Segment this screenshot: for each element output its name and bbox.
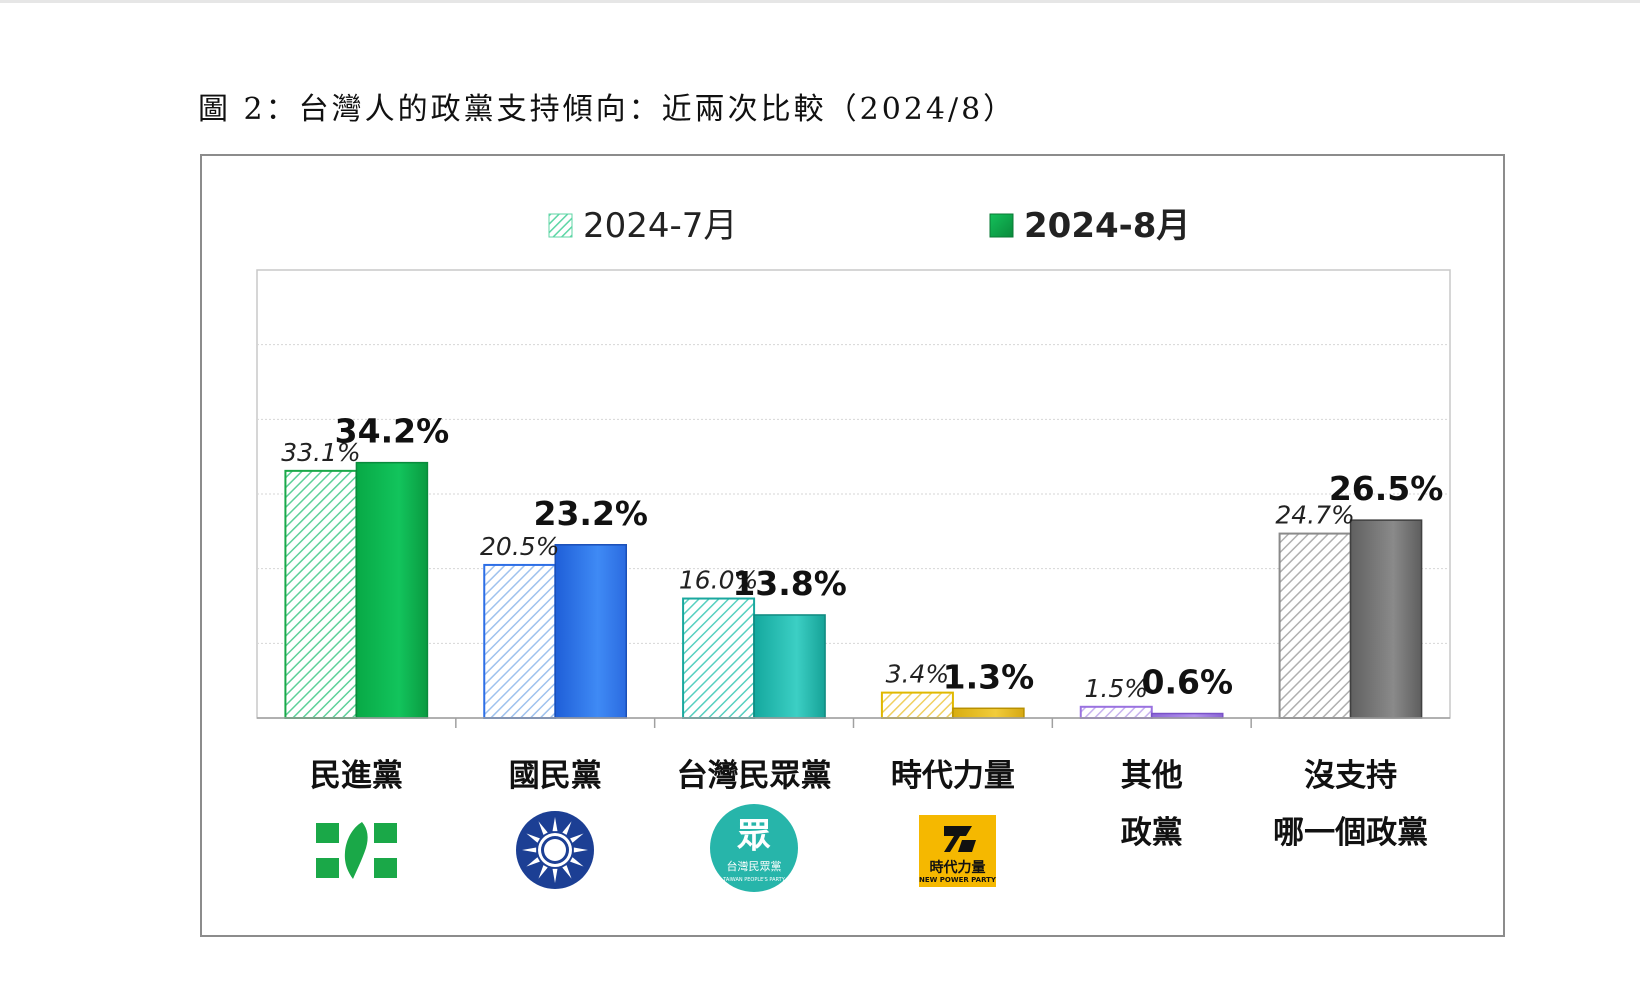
kmt-logo-icon <box>516 811 594 889</box>
gridlines <box>257 344 1450 644</box>
tpp-logo-subtext: 台灣民眾黨 <box>727 859 782 873</box>
tpp-logo-tinytext: TAIWAN PEOPLE'S PARTY <box>722 877 785 883</box>
legend-label-august: 2024-8月 <box>1024 206 1190 246</box>
bar-july-0 <box>284 469 358 719</box>
bar-july-5 <box>1278 532 1352 719</box>
legend-label-july: 2024-7月 <box>583 206 737 246</box>
bar-august-3 <box>952 707 1025 719</box>
category-label-4-0: 其他 <box>1121 758 1183 794</box>
category-label-5-1: 哪一個政黨 <box>1273 815 1428 851</box>
npp-logo-text: 時代力量 <box>930 859 986 876</box>
value-label-july-3: 3.4% <box>886 660 950 689</box>
bar-july-3 <box>880 691 954 720</box>
value-label-august-3: 1.3% <box>943 657 1035 696</box>
kmt-ray <box>552 817 558 832</box>
kmt-ray <box>538 821 548 835</box>
value-label-july-4: 1.5% <box>1084 674 1148 703</box>
tpp-logo-glyph: 眾 <box>736 816 771 856</box>
dpp-logo-icon <box>316 822 397 879</box>
kmt-ray <box>570 833 584 843</box>
bar-july-2 <box>682 597 756 719</box>
kmt-ray <box>552 868 558 883</box>
kmt-ray <box>538 865 548 879</box>
value-labels: 33.1%34.2% 20.5%23.2% 16.0%13.8% 3.4%1.3% 1.… <box>281 412 1443 703</box>
legend-swatch-august <box>989 213 1014 238</box>
kmt-ray <box>562 821 572 835</box>
chart-frame <box>200 154 1505 937</box>
figure-title: 圖 2：台灣人的政黨支持傾向：近兩次比較（2024/8） <box>198 92 1017 127</box>
category-label-0-0: 民進黨 <box>310 758 403 794</box>
top-rule <box>0 0 1640 3</box>
category-label-2-0: 台灣民眾黨 <box>677 758 832 794</box>
npp-logo-icon: 時代力量 NEW POWER PARTY <box>919 815 997 887</box>
category-label-4-1: 政黨 <box>1121 815 1183 851</box>
legend: 2024-7月 2024-8月 <box>548 206 1190 246</box>
kmt-ray <box>573 847 588 853</box>
bar-july-1 <box>483 563 557 720</box>
value-label-july-2: 16.0% <box>679 566 758 595</box>
tpp-logo-icon: 眾 台灣民眾黨 TAIWAN PEOPLE'S PARTY <box>710 804 798 892</box>
category-label-5-0: 沒支持 <box>1304 758 1397 794</box>
bar-august-1 <box>554 544 627 719</box>
kmt-ray <box>526 857 540 867</box>
bar-august-5 <box>1349 519 1423 719</box>
value-label-july-0: 33.1% <box>281 438 360 467</box>
kmt-ray <box>562 865 572 879</box>
kmt-ray <box>570 857 584 867</box>
kmt-ray <box>526 833 540 843</box>
value-label-july-5: 24.7% <box>1275 501 1354 530</box>
value-label-august-1: 23.2% <box>534 494 649 533</box>
x-axis-ticks <box>455 718 1252 728</box>
npp-logo-subtext: NEW POWER PARTY <box>919 876 997 884</box>
kmt-ray <box>522 847 537 853</box>
value-label-august-2: 13.8% <box>732 564 847 603</box>
plot-area: 33.1%34.2% 20.5%23.2% 16.0%13.8% 3.4%1.3% 1.… <box>256 269 1451 728</box>
bar-august-2 <box>753 614 826 719</box>
legend-swatch-july <box>548 213 573 238</box>
party-logos: 眾 台灣民眾黨 TAIWAN PEOPLE'S PARTY 時代力量 NEW P… <box>316 804 997 892</box>
bar-july-4 <box>1079 705 1153 719</box>
bar-august-0 <box>355 461 429 719</box>
value-label-august-0: 34.2% <box>335 412 450 451</box>
bars <box>284 461 1423 720</box>
value-label-august-4: 0.6% <box>1141 663 1233 702</box>
category-label-3-0: 時代力量 <box>891 758 1015 794</box>
category-label-1-0: 國民黨 <box>509 758 602 794</box>
value-label-august-5: 26.5% <box>1329 469 1444 508</box>
value-label-july-1: 20.5% <box>480 532 559 561</box>
